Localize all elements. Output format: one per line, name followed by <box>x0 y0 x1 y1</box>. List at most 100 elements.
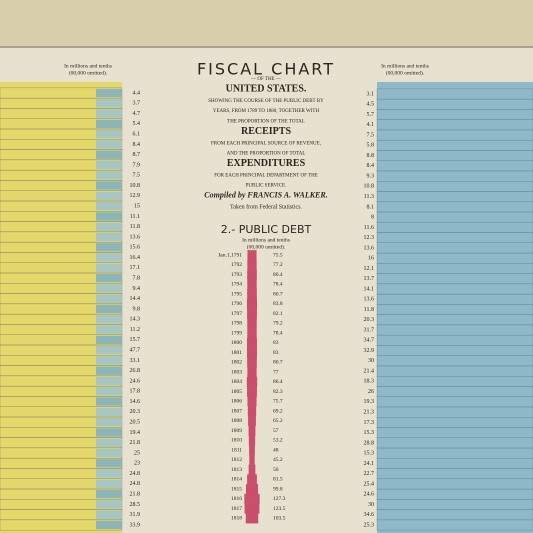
header-line: UNITED STATES. <box>226 84 307 95</box>
value-label: 11.8 <box>130 224 140 230</box>
row-accent <box>96 304 122 314</box>
year-label: 1797 <box>231 311 242 317</box>
debt-unit: In millions and tenths <box>242 237 290 243</box>
row-accent <box>96 150 122 159</box>
value-label: 25.4 <box>364 481 375 487</box>
value-label: 28.5 <box>130 502 141 508</box>
row-accent <box>96 479 122 488</box>
value-label: 21.8 <box>130 440 141 446</box>
debt-bar <box>245 513 259 524</box>
value-label: 24.6 <box>130 378 141 384</box>
year-label: 1793 <box>231 272 242 278</box>
value-label: 7.5 <box>367 132 375 138</box>
row-accent <box>96 500 122 509</box>
value-label: 6.1 <box>133 132 141 138</box>
value-label: 11.2 <box>130 327 140 333</box>
header-line: RECEIPTS <box>241 126 291 137</box>
row-accent <box>96 294 122 303</box>
axis-label: In millions and tenths <box>64 63 112 69</box>
value-label: 13.7 <box>364 276 375 282</box>
chart-title: FISCAL CHART <box>197 60 335 79</box>
value-label: 10.8 <box>364 184 375 190</box>
debt-bar <box>249 445 255 456</box>
debt-bar <box>247 318 257 329</box>
debt-bar <box>247 347 257 358</box>
debt-value: 83.8 <box>273 301 283 307</box>
value-label: 24.6 <box>364 492 375 498</box>
year-label: 1806 <box>231 399 242 405</box>
value-label: 14.6 <box>130 399 141 405</box>
value-label: 26.8 <box>130 368 141 374</box>
value-label: 28.8 <box>364 440 375 446</box>
year-label: 1808 <box>231 418 242 424</box>
value-label: 23 <box>134 461 140 467</box>
row-accent <box>96 284 122 293</box>
value-label: 4.1 <box>367 122 375 128</box>
row-accent <box>96 274 122 283</box>
row-accent <box>96 397 122 406</box>
debt-bar <box>247 259 257 270</box>
row-accent <box>96 325 122 334</box>
value-label: 9.8 <box>133 306 141 312</box>
value-label: 33.1 <box>130 358 141 364</box>
row-accent <box>96 428 122 437</box>
row-accent <box>96 99 122 108</box>
value-label: 25 <box>134 450 140 456</box>
year-label: 1813 <box>231 467 242 473</box>
header-line: Compiled by FRANCIS A. WALKER. <box>204 191 327 200</box>
debt-value: 103.5 <box>273 516 286 522</box>
row-accent <box>96 510 122 519</box>
value-label: 30 <box>368 502 374 508</box>
row-stripe <box>376 519 533 531</box>
axis-label: (00,000 omitted). <box>69 69 108 76</box>
value-label: 9.4 <box>133 286 141 292</box>
year-label: 1804 <box>231 379 242 385</box>
row-accent <box>96 335 122 344</box>
debt-bar <box>244 503 260 514</box>
value-label: 30 <box>368 358 374 364</box>
value-label: 24.8 <box>130 481 141 487</box>
row-accent <box>96 366 122 375</box>
debt-value: 79.2 <box>273 321 283 327</box>
value-label: 21.3 <box>364 409 375 415</box>
row-accent <box>96 191 122 200</box>
value-label: 21.8 <box>130 492 141 498</box>
row-accent <box>96 520 122 530</box>
row-accent <box>96 160 122 170</box>
row-accent <box>96 356 122 365</box>
debt-value: 83 <box>273 340 279 346</box>
year-label: 1805 <box>231 389 242 395</box>
value-label: 11.3 <box>364 194 374 200</box>
value-label: 20.3 <box>130 409 141 415</box>
debt-value: 80.7 <box>273 360 283 366</box>
value-label: 15.6 <box>130 245 141 251</box>
value-label: 11.1 <box>130 214 140 220</box>
debt-value: 80.4 <box>273 272 283 278</box>
debt-bar <box>247 357 257 368</box>
value-label: 12.1 <box>364 266 375 272</box>
row-accent <box>96 202 122 211</box>
value-label: 15.3 <box>364 430 375 436</box>
value-label: 11.8 <box>364 307 374 313</box>
value-label: 10.8 <box>130 183 141 189</box>
debt-value: 81.5 <box>273 477 283 483</box>
value-label: 33.9 <box>130 522 141 528</box>
value-label: 20.5 <box>130 420 141 426</box>
debt-bar <box>247 328 257 339</box>
debt-title: 2.- PUBLIC DEBT <box>221 223 312 236</box>
debt-bar <box>248 464 256 475</box>
debt-bar <box>247 474 257 485</box>
value-label: 7.9 <box>133 162 141 168</box>
value-label: 4.7 <box>133 111 141 117</box>
value-label: 12.9 <box>130 193 141 199</box>
year-label: 1809 <box>231 428 242 434</box>
debt-bar <box>247 386 257 397</box>
debt-value: 53.2 <box>273 438 283 444</box>
debt-unit: (00,000 omitted). <box>247 243 286 250</box>
year-label: 1815 <box>231 486 242 492</box>
row-accent <box>96 407 122 416</box>
debt-value: 56 <box>273 467 279 473</box>
value-label: 20.3 <box>364 317 375 323</box>
debt-value: 82.1 <box>273 311 283 317</box>
